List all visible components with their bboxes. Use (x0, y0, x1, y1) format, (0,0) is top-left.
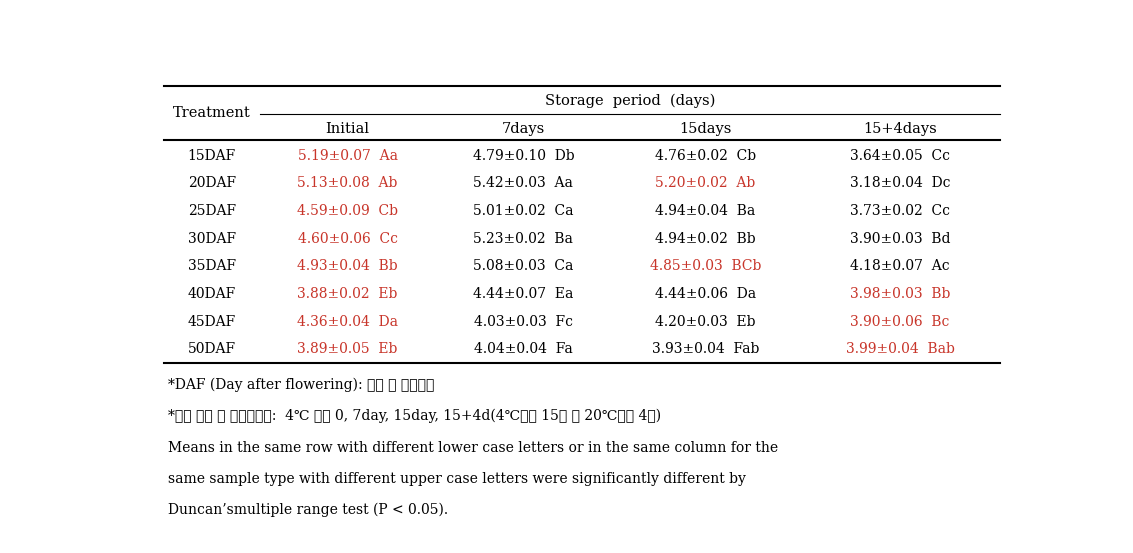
Text: 5.08±0.03  Ca: 5.08±0.03 Ca (474, 259, 573, 273)
Text: 4.94±0.02  Bb: 4.94±0.02 Bb (655, 232, 756, 246)
Text: 5.01±0.02  Ca: 5.01±0.02 Ca (474, 204, 573, 218)
Text: Duncan’smultiple range test (P < 0.05).: Duncan’smultiple range test (P < 0.05). (168, 502, 448, 517)
Text: *DAF (Day after flowering): 개화 후 수확일자: *DAF (Day after flowering): 개화 후 수확일자 (168, 378, 434, 393)
Text: 15+4days: 15+4days (863, 122, 937, 136)
Text: 4.18±0.07  Ac: 4.18±0.07 Ac (850, 259, 949, 273)
Text: 4.44±0.06  Da: 4.44±0.06 Da (655, 287, 756, 301)
Text: Initial: Initial (325, 122, 369, 136)
Text: 4.44±0.07  Ea: 4.44±0.07 Ea (474, 287, 573, 301)
Text: 3.18±0.04  Dc: 3.18±0.04 Dc (850, 176, 951, 190)
Text: Storage  period  (days): Storage period (days) (545, 93, 715, 108)
Text: 50DAF: 50DAF (188, 342, 236, 356)
Text: 5.19±0.07  Aa: 5.19±0.07 Aa (298, 149, 398, 163)
Text: Treatment: Treatment (173, 106, 250, 119)
Text: 30DAF: 30DAF (188, 232, 236, 246)
Text: 4.04±0.04  Fa: 4.04±0.04 Fa (474, 342, 573, 356)
Text: 3.90±0.06  Bc: 3.90±0.06 Bc (850, 315, 949, 328)
Text: 15DAF: 15DAF (188, 149, 236, 163)
Text: 7days: 7days (502, 122, 545, 136)
Text: 4.85±0.03  BCb: 4.85±0.03 BCb (649, 259, 761, 273)
Text: same sample type with different upper case letters were significantly different : same sample type with different upper ca… (168, 472, 746, 486)
Text: 5.42±0.03  Aa: 5.42±0.03 Aa (474, 176, 573, 190)
Text: 4.76±0.02  Cb: 4.76±0.02 Cb (655, 149, 756, 163)
Text: 4.36±0.04  Da: 4.36±0.04 Da (297, 315, 398, 328)
Text: Means in the same row with different lower case letters or in the same column fo: Means in the same row with different low… (168, 441, 778, 455)
Text: 4.60±0.06  Cc: 4.60±0.06 Cc (298, 232, 398, 246)
Text: 3.99±0.04  Bab: 3.99±0.04 Bab (845, 342, 954, 356)
Text: 25DAF: 25DAF (188, 204, 236, 218)
Text: 5.20±0.02  Ab: 5.20±0.02 Ab (655, 176, 756, 190)
Text: 4.79±0.10  Db: 4.79±0.10 Db (472, 149, 574, 163)
Text: 3.89±0.05  Eb: 3.89±0.05 Eb (298, 342, 398, 356)
Text: 3.98±0.03  Bb: 3.98±0.03 Bb (850, 287, 951, 301)
Text: 5.23±0.02  Ba: 5.23±0.02 Ba (474, 232, 573, 246)
Text: 45DAF: 45DAF (188, 315, 236, 328)
Text: 3.73±0.02  Cc: 3.73±0.02 Cc (850, 204, 949, 218)
Text: 4.20±0.03  Eb: 4.20±0.03 Eb (655, 315, 756, 328)
Text: 4.03±0.03  Fc: 4.03±0.03 Fc (474, 315, 573, 328)
Text: 35DAF: 35DAF (188, 259, 236, 273)
Text: 20DAF: 20DAF (188, 176, 236, 190)
Text: 4.59±0.09  Cb: 4.59±0.09 Cb (297, 204, 398, 218)
Text: 5.13±0.08  Ab: 5.13±0.08 Ab (298, 176, 398, 190)
Text: *저장 기간 후 품질평가일:  4℃ 저장 0, 7day, 15day, 15+4d(4℃저장 15일 후 20℃저장 4일): *저장 기간 후 품질평가일: 4℃ 저장 0, 7day, 15day, 15… (168, 409, 661, 423)
Text: 4.93±0.04  Bb: 4.93±0.04 Bb (297, 259, 398, 273)
Text: 3.90±0.03  Bd: 3.90±0.03 Bd (850, 232, 951, 246)
Text: 15days: 15days (679, 122, 732, 136)
Text: 3.88±0.02  Eb: 3.88±0.02 Eb (298, 287, 398, 301)
Text: 4.94±0.04  Ba: 4.94±0.04 Ba (655, 204, 756, 218)
Text: 3.64±0.05  Cc: 3.64±0.05 Cc (850, 149, 949, 163)
Text: 40DAF: 40DAF (188, 287, 236, 301)
Text: 3.93±0.04  Fab: 3.93±0.04 Fab (651, 342, 759, 356)
